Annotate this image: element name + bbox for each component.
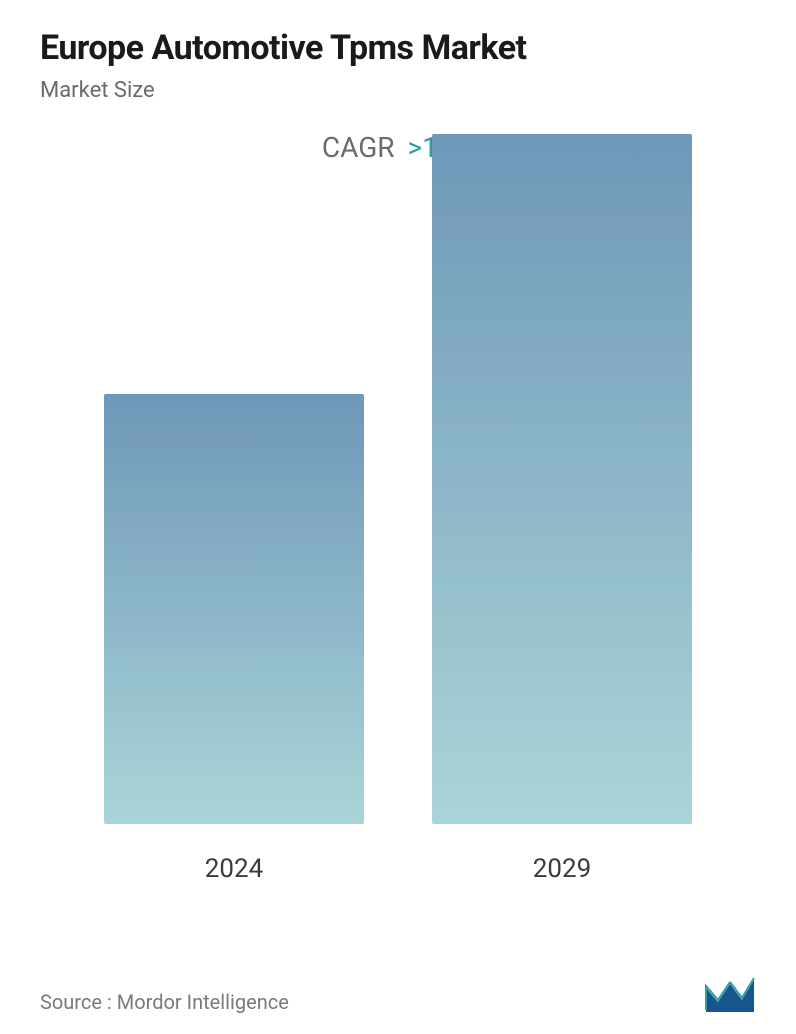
bars-group	[40, 184, 756, 824]
x-axis-labels: 2024 2029	[40, 854, 756, 884]
bar-chart: 2024 2029	[40, 184, 756, 884]
x-label-0: 2024	[94, 854, 374, 884]
x-label-1: 2029	[422, 854, 702, 884]
bar-wrap-1	[422, 134, 702, 824]
brand-logo-icon	[704, 976, 756, 1014]
source-label: Source :	[40, 990, 112, 1014]
bar-2024	[104, 394, 364, 824]
source-name: Mordor Intelligence	[117, 990, 289, 1014]
cagr-label: CAGR	[322, 131, 395, 164]
chart-container: Europe Automotive Tpms Market Market Siz…	[0, 0, 796, 1034]
source-text: Source : Mordor Intelligence	[40, 990, 289, 1014]
page-title: Europe Automotive Tpms Market	[40, 28, 756, 68]
footer: Source : Mordor Intelligence	[40, 976, 756, 1014]
bar-wrap-0	[94, 394, 374, 824]
bar-2029	[432, 134, 692, 824]
page-subtitle: Market Size	[40, 78, 756, 103]
